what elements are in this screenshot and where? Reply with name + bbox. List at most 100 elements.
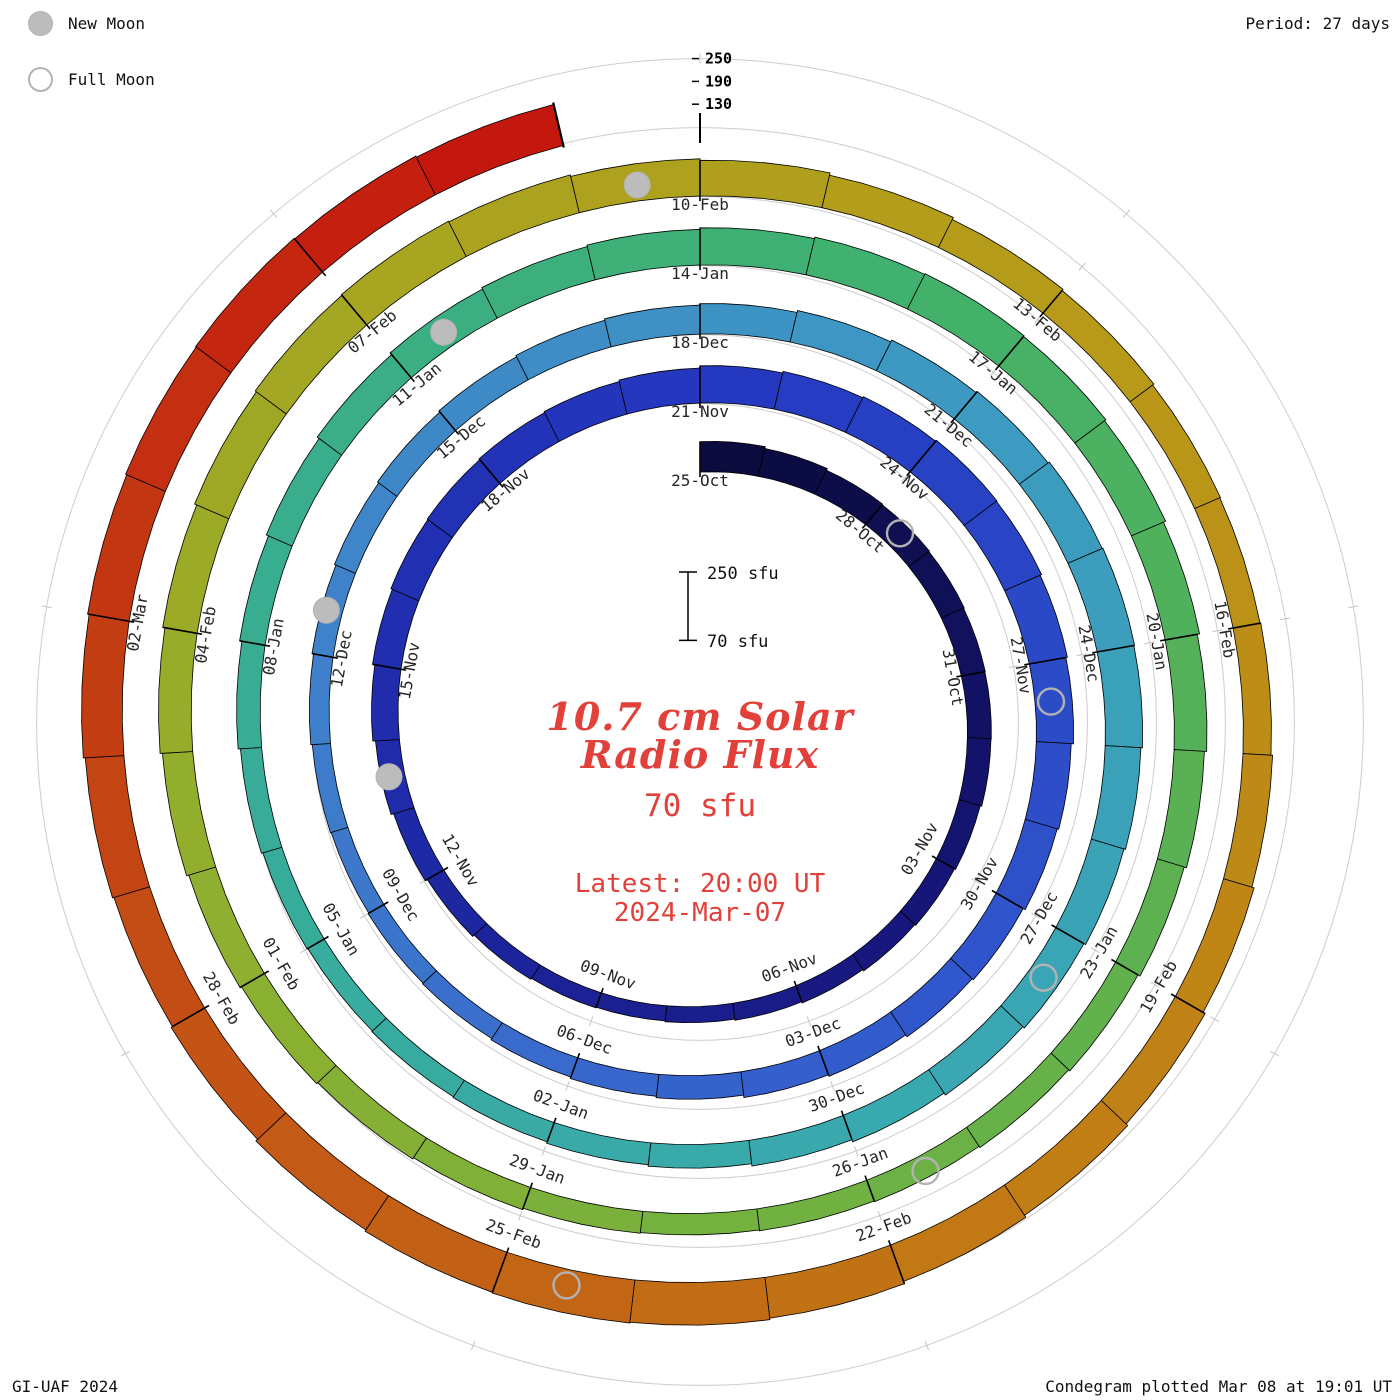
interval-tick bbox=[239, 970, 270, 989]
flux-bar bbox=[371, 1017, 465, 1098]
flux-bar bbox=[647, 1139, 753, 1169]
gridline-tick bbox=[1150, 981, 1160, 988]
gridline-tick bbox=[470, 1340, 476, 1351]
flux-bar bbox=[1129, 384, 1222, 510]
flux-bar bbox=[371, 664, 402, 742]
flux-bar bbox=[757, 448, 828, 495]
gridline-tick bbox=[120, 1050, 131, 1057]
interval-tick bbox=[595, 987, 604, 1009]
radial-axis-label: 190 bbox=[705, 72, 732, 90]
date-label: 25-Oct bbox=[671, 471, 729, 490]
plotted-timestamp: Condegram plotted Mar 08 at 19:01 UT bbox=[1045, 1377, 1392, 1396]
interval-tick bbox=[1024, 656, 1067, 666]
gridline-tick bbox=[1030, 912, 1041, 919]
gridline-tick bbox=[541, 1146, 547, 1156]
radial-axis-layer: 130 190 250 bbox=[692, 50, 732, 143]
center-annotation: 10.7 cm Solar Radio Flux 70 sfu Latest: … bbox=[546, 694, 855, 928]
flux-bar bbox=[805, 236, 926, 310]
flux-bar bbox=[294, 155, 436, 273]
flux-bar bbox=[1000, 926, 1085, 1029]
interval-tick bbox=[438, 410, 460, 436]
gridline-tick bbox=[1090, 947, 1100, 954]
flux-bar bbox=[995, 818, 1058, 911]
gridline-tick bbox=[518, 1210, 523, 1221]
flux-bar bbox=[162, 504, 230, 634]
gridline-tick bbox=[1210, 1016, 1220, 1023]
new-moon-marker bbox=[430, 318, 458, 346]
date-label: 21-Nov bbox=[671, 402, 729, 421]
flux-bar bbox=[473, 922, 541, 980]
flux-bar bbox=[255, 1112, 390, 1231]
interval-tick bbox=[861, 504, 883, 529]
new-moon-marker bbox=[375, 763, 403, 791]
interval-tick bbox=[87, 613, 135, 623]
flux-bar bbox=[732, 985, 803, 1021]
flux-bar bbox=[317, 1064, 427, 1160]
interval-tick bbox=[521, 1182, 534, 1210]
gridline-tick bbox=[565, 1081, 570, 1091]
flux-bar bbox=[908, 551, 965, 619]
new-moon-marker bbox=[312, 596, 340, 624]
flux-bar bbox=[937, 218, 1064, 314]
flux-bar bbox=[740, 1050, 829, 1098]
credit-label: GI-UAF 2024 bbox=[12, 1377, 118, 1396]
interval-tick bbox=[546, 1117, 557, 1143]
flux-bar bbox=[756, 1179, 875, 1232]
flux-bar bbox=[367, 903, 437, 984]
flux-bar bbox=[262, 846, 325, 950]
flux-bar bbox=[1042, 289, 1155, 403]
flux-bar bbox=[543, 380, 628, 443]
spiral-end-cap bbox=[552, 102, 565, 148]
flux-bar bbox=[1050, 961, 1139, 1072]
radial-axis-label: 250 bbox=[705, 50, 732, 68]
flux-bar bbox=[340, 220, 467, 326]
flux-bar bbox=[390, 518, 453, 602]
interval-tick bbox=[340, 294, 371, 330]
flux-bar bbox=[311, 743, 349, 834]
flux-bar bbox=[664, 1002, 736, 1024]
interval-tick bbox=[311, 652, 339, 659]
flux-bar bbox=[813, 469, 884, 526]
interval-tick bbox=[478, 458, 504, 488]
new-moon-label: New Moon bbox=[68, 13, 146, 33]
interval-tick bbox=[368, 901, 389, 914]
interval-tick bbox=[306, 935, 329, 950]
gridline-tick bbox=[1269, 1050, 1280, 1057]
flux-bar bbox=[629, 1276, 771, 1326]
flux-bar bbox=[889, 1184, 1027, 1283]
interval-tick bbox=[372, 663, 407, 671]
flux-bar bbox=[852, 910, 916, 972]
gridline-tick bbox=[359, 912, 370, 919]
flux-bar bbox=[940, 607, 986, 677]
interval-tick bbox=[950, 390, 978, 424]
chart-title-line1: 10.7 cm Solar bbox=[546, 694, 855, 739]
date-label: 14-Jan bbox=[671, 264, 729, 283]
moon-marker-layer bbox=[312, 171, 1066, 1300]
flux-bar bbox=[194, 391, 287, 520]
interval-tick bbox=[864, 1175, 876, 1202]
interval-tick bbox=[570, 1052, 581, 1078]
gridline-tick bbox=[1076, 653, 1087, 657]
flux-bar bbox=[960, 671, 992, 740]
flux-scale-key: 250 sfu 70 sfu bbox=[679, 564, 779, 652]
gridline-tick bbox=[924, 1340, 930, 1351]
flux-bar bbox=[595, 992, 668, 1022]
flux-bar bbox=[958, 737, 992, 807]
full-moon-icon bbox=[28, 66, 53, 92]
gridline-tick bbox=[830, 1081, 835, 1091]
flux-bar bbox=[158, 627, 198, 754]
flux-bar bbox=[890, 957, 973, 1038]
flux-bar bbox=[393, 807, 445, 882]
flux-bar bbox=[481, 245, 596, 319]
interval-tick bbox=[1051, 924, 1085, 945]
flux-bar bbox=[87, 474, 166, 622]
new-moon-icon bbox=[28, 10, 53, 36]
flux-bar bbox=[452, 1079, 555, 1143]
latest-date-label: 2024-Mar-07 bbox=[614, 898, 786, 928]
new-moon-marker bbox=[623, 171, 651, 199]
flux-bar bbox=[1018, 461, 1103, 564]
flux-bar bbox=[1004, 574, 1068, 665]
flux-bar bbox=[515, 319, 612, 381]
flux-bar bbox=[866, 1126, 980, 1203]
